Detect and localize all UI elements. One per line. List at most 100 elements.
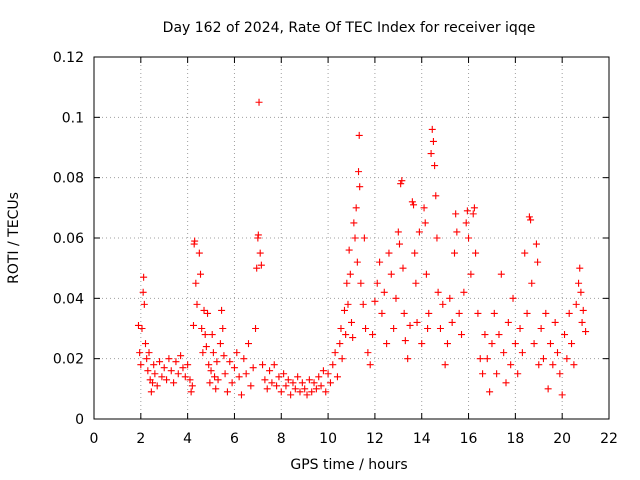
data-point [488, 340, 496, 348]
data-point [312, 385, 320, 393]
data-point [474, 309, 482, 317]
data-point [266, 367, 274, 375]
data-point [249, 364, 257, 372]
data-point [235, 373, 243, 381]
data-point [357, 279, 365, 287]
data-point [289, 379, 297, 387]
y-axis-ticks: 0 0.02 0.04 0.06 0.08 0.1 0.12 [53, 50, 609, 428]
data-point [399, 264, 407, 272]
data-point [209, 349, 217, 357]
y-tick-label: 0.06 [53, 231, 84, 247]
data-point [317, 382, 325, 390]
data-point [189, 321, 197, 329]
data-point [140, 273, 148, 281]
data-point [523, 309, 531, 317]
data-point [255, 98, 263, 106]
data-point [153, 382, 161, 390]
data-point [497, 270, 505, 278]
data-point [149, 379, 157, 387]
x-tick-label: 4 [183, 431, 192, 447]
data-point [401, 337, 409, 345]
data-point [333, 373, 341, 381]
y-tick-label: 0.04 [53, 291, 84, 307]
data-point [301, 385, 309, 393]
data-point [404, 355, 412, 363]
data-point [476, 355, 484, 363]
data-point [198, 325, 206, 332]
data-point [343, 279, 351, 287]
data-point [387, 270, 395, 278]
data-point [376, 258, 384, 266]
data-point [507, 361, 515, 369]
data-point [427, 150, 435, 158]
data-point [527, 216, 535, 224]
data-point [144, 367, 152, 375]
data-point [356, 183, 364, 191]
x-tick-label: 14 [413, 431, 431, 447]
data-point [443, 340, 451, 348]
data-point [187, 388, 195, 396]
y-tick-label: 0.1 [62, 110, 84, 126]
data-point [139, 288, 147, 296]
data-point [509, 294, 517, 302]
y-axis-label: ROTI / TECUs [6, 192, 22, 284]
data-point [362, 325, 370, 332]
data-point [364, 349, 372, 357]
data-point [319, 367, 327, 375]
data-point [542, 309, 550, 317]
data-point [521, 249, 529, 257]
data-point [201, 331, 209, 339]
data-point [439, 300, 447, 308]
data-point [353, 258, 361, 266]
data-point [448, 318, 456, 326]
data-point [205, 361, 213, 369]
data-point [257, 261, 265, 269]
data-point [359, 300, 367, 308]
data-point [284, 376, 292, 384]
data-point [434, 288, 442, 296]
data-point [256, 249, 264, 257]
data-point [188, 382, 196, 390]
data-point [261, 376, 269, 384]
data-point [397, 180, 405, 188]
data-point [433, 234, 441, 242]
data-point [145, 349, 153, 357]
data-point [431, 162, 439, 170]
data-point [158, 373, 166, 381]
data-point [428, 125, 436, 133]
x-tick-label: 20 [553, 431, 571, 447]
data-point [174, 370, 182, 378]
data-point [539, 355, 547, 363]
data-point [502, 379, 510, 387]
data-point [568, 340, 576, 348]
data-point [469, 210, 477, 218]
data-point [298, 379, 306, 387]
data-point [324, 370, 332, 378]
data-point [408, 198, 416, 206]
data-point [208, 331, 216, 339]
data-point [329, 361, 337, 369]
data-point [310, 379, 318, 387]
data-point [462, 219, 470, 227]
data-point [490, 309, 498, 317]
data-point [518, 349, 526, 357]
x-tick-label: 0 [90, 431, 99, 447]
data-point [204, 309, 212, 317]
data-point [483, 355, 491, 363]
data-point [565, 309, 573, 317]
data-point [511, 340, 519, 348]
data-point [413, 318, 421, 326]
data-point [247, 382, 255, 390]
data-point [406, 321, 414, 329]
data-point [561, 331, 569, 339]
y-tick-label: 0.02 [53, 352, 84, 368]
data-point [160, 364, 168, 372]
data-point [556, 370, 564, 378]
data-point [340, 306, 348, 314]
data-point [577, 288, 585, 296]
data-point [233, 349, 241, 357]
data-point [530, 340, 538, 348]
data-point [291, 385, 299, 393]
data-point [315, 373, 323, 381]
data-point [452, 210, 460, 218]
